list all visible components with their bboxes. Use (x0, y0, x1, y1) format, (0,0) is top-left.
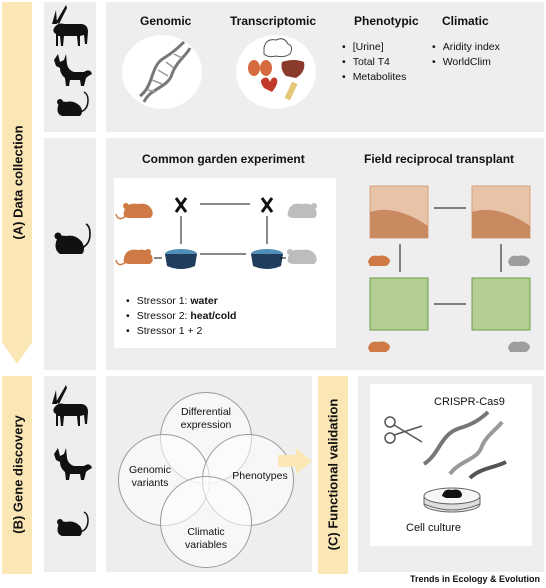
field-transplant-title: Field reciprocal transplant (364, 152, 515, 166)
oryx-fox-mouse-icons-b (52, 385, 92, 536)
arrow-icon (154, 203, 286, 259)
common-garden-title: Common garden experiment (142, 152, 305, 166)
kidney-icon (248, 60, 272, 76)
validation-panel: CRISPR-Cas9 Cell culture (358, 376, 544, 572)
data-types-panel: Genomic Transcriptomic Phenotypic Climat… (106, 2, 544, 132)
dna-helix-icon (422, 410, 507, 480)
section-b-label: (B) Gene discovery (10, 415, 26, 534)
phenotypic-heading: Phenotypic (354, 14, 419, 28)
heart-icon (261, 77, 278, 92)
crispr-dna-icon (384, 410, 507, 480)
functional-validation-bar (318, 376, 348, 574)
organs-icon (236, 35, 316, 109)
water-bowl-icon (165, 249, 283, 269)
x-mark-icon (174, 197, 274, 213)
flow-arrow-icon (278, 448, 312, 474)
animals-panel-mid (44, 138, 96, 370)
tube-icon (284, 81, 298, 101)
climatic-heading: Climatic (442, 14, 489, 28)
validation-box: CRISPR-Cas9 Cell culture (370, 384, 532, 546)
stressor-item: Stressor 2: heat/cold (126, 309, 237, 324)
data-collection-arrow (2, 2, 32, 364)
grey-mouse-icon-2 (287, 249, 317, 264)
phenotypic-item: [Urine] (342, 40, 406, 55)
mouse-icon-b (57, 511, 89, 536)
phenotypic-list: [Urine] Total T4 Metabolites (342, 40, 407, 85)
animals-panel-bottom (44, 376, 96, 572)
journal-footer: Trends in Ecology & Evolution (409, 574, 540, 584)
liver-icon (281, 60, 305, 78)
common-garden-diagram (115, 197, 317, 269)
dna-icon (122, 35, 202, 109)
venn-circle-climatic (160, 476, 252, 568)
oryx-icon-b (52, 385, 88, 426)
mouse-icon-mid (54, 223, 91, 254)
petri-dish-icon (423, 487, 481, 513)
venn-label-expression: Differential expression (180, 406, 232, 431)
venn-panel: Differential expression Genomic variants P… (106, 376, 312, 572)
experiment-panel: Common garden experiment Field reciproca… (106, 138, 544, 370)
orange-mouse-icon (115, 203, 153, 220)
orange-mouse-icon-2 (115, 249, 153, 266)
crispr-label: CRISPR-Cas9 (434, 396, 505, 408)
orange-mouse-icon-3 (368, 255, 390, 352)
venn-label-genomic: Genomic variants (128, 464, 171, 489)
venn-label-climatic: Climatic variables (184, 526, 228, 551)
venn-label-phenotypes: Phenotypes (232, 470, 288, 482)
field-transplant-diagram (368, 185, 531, 352)
section-a-label: (A) Data collection (10, 125, 26, 240)
common-garden-box: Stressor 1: water Stressor 2: heat/cold … (114, 178, 336, 348)
arrow-icon (399, 207, 502, 305)
stressor-item: Stressor 1: water (126, 294, 236, 309)
stressor-list: Stressor 1: water Stressor 2: heat/cold … (126, 294, 237, 339)
genomic-heading: Genomic (140, 14, 192, 28)
brain-icon (263, 38, 293, 58)
desert-habitat-icon (369, 185, 531, 239)
fox-icon-b (54, 448, 92, 480)
grey-mouse-icon-3 (508, 255, 530, 352)
climatic-item: WorldClim (432, 55, 500, 70)
mouse-icon (57, 91, 89, 116)
scissors-icon (384, 416, 423, 444)
fox-icon (54, 54, 92, 86)
cell-culture-label: Cell culture (406, 522, 462, 534)
transcriptomic-heading: Transcriptomic (230, 14, 317, 28)
climatic-item: Aridity index (432, 40, 500, 55)
mouse-icon-dish (442, 489, 462, 498)
stressor-item: Stressor 1 + 2 (126, 324, 236, 339)
phenotypic-item: Metabolites (342, 70, 407, 85)
oryx-icon (52, 5, 88, 46)
grey-mouse-icon (287, 203, 317, 218)
grass-habitat-icon (369, 277, 531, 331)
section-c-label: (C) Functional validation (325, 398, 341, 551)
oryx-fox-mouse-icons (52, 5, 92, 116)
animals-panel-top (44, 2, 96, 132)
phenotypic-item: Total T4 (342, 55, 406, 70)
gene-discovery-bar (2, 376, 32, 574)
climatic-list: Aridity index WorldClim (432, 40, 500, 70)
